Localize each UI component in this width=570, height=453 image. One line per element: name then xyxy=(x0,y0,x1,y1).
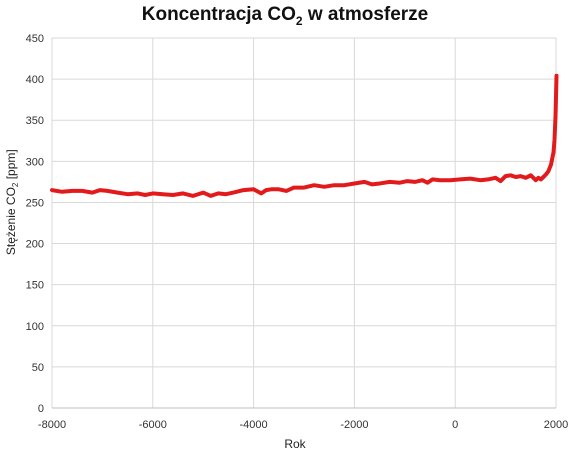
y-tick-label: 350 xyxy=(26,115,44,127)
y-tick-label: 250 xyxy=(26,197,44,209)
y-axis-label: Stężenie CO2 [ppm] xyxy=(3,149,21,256)
y-tick-label: 300 xyxy=(26,156,44,168)
y-tick-label: 200 xyxy=(26,239,44,251)
x-tick-label: 0 xyxy=(452,419,458,431)
y-tick-label: 450 xyxy=(26,33,44,45)
gridlines xyxy=(51,37,557,408)
x-tick-label: 2000 xyxy=(544,419,568,431)
series-group xyxy=(50,73,559,198)
y-tick-labels: 0 50 100 150 200 250 300 350 400 450 xyxy=(26,33,44,415)
y-tick-label: 0 xyxy=(38,403,44,415)
x-axis-label: Rok xyxy=(284,437,306,451)
x-tick-labels: -8000 -6000 -4000 -2000 0 2000 xyxy=(38,419,568,431)
chart-title: Koncentracja CO2 w atmosferze xyxy=(141,4,429,28)
x-tick-label: -2000 xyxy=(340,419,368,431)
y-tick-label: 100 xyxy=(26,321,44,333)
x-tick-label: -6000 xyxy=(139,419,167,431)
y-tick-label: 150 xyxy=(26,280,44,292)
series-line-0 xyxy=(50,73,559,198)
x-tick-label: -8000 xyxy=(38,419,66,431)
y-tick-label: 50 xyxy=(32,362,44,374)
y-tick-label: 400 xyxy=(26,74,44,86)
x-tick-label: -4000 xyxy=(240,419,268,431)
